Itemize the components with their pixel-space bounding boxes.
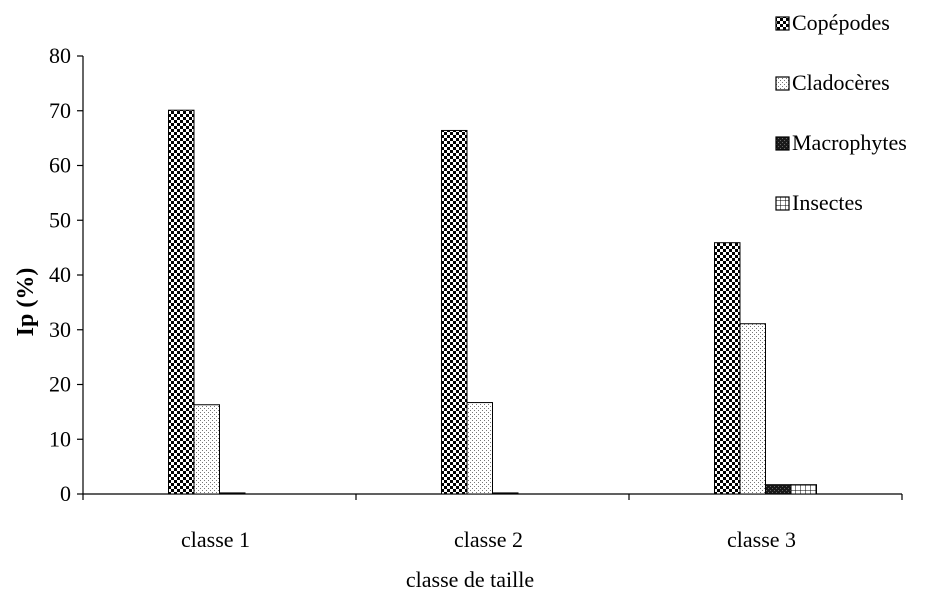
x-tick-label: classe 2 (454, 527, 523, 552)
bar-checker-2 (441, 129, 468, 495)
legend-label: Insectes (792, 190, 863, 215)
bars (168, 109, 817, 495)
bar-checker-1 (168, 109, 195, 495)
bar-dark-2 (492, 492, 519, 495)
legend-label: Copépodes (792, 10, 890, 35)
y-tick-label: 10 (49, 426, 71, 451)
x-tick-label: classe 3 (727, 527, 796, 552)
bar-dots-1 (193, 404, 220, 495)
x-tick-label: classe 1 (181, 527, 250, 552)
axis-labels: 0 10 20 30 40 50 60 70 80 classe 1 classe 2 classe … (49, 43, 796, 552)
legend-swatch (775, 136, 790, 151)
legend-label: Macrophytes (792, 130, 907, 155)
y-axis-title: Ip (%) (13, 268, 39, 337)
y-tick-label: 20 (49, 372, 71, 397)
bar-dark-3 (765, 484, 792, 495)
bar-dots-2 (466, 402, 493, 495)
y-tick-label: 60 (49, 153, 71, 178)
x-axis-title: classe de taille (406, 567, 534, 592)
y-tick-label: 80 (49, 43, 71, 68)
bar-checker-3 (714, 242, 741, 495)
y-tick-label: 40 (49, 262, 71, 287)
legend-label: Cladocères (792, 70, 890, 95)
bar-grid-3 (790, 484, 817, 495)
legend-swatch (775, 16, 790, 31)
legend-swatch (775, 76, 790, 91)
bar-dark-1 (219, 492, 246, 495)
y-tick-label: 70 (49, 98, 71, 123)
y-tick-label: 30 (49, 317, 71, 342)
y-tick-label: 0 (60, 481, 71, 506)
legend-swatch (775, 196, 790, 211)
legend: Copépodes Cladocères Macrophytes Insectes (775, 10, 907, 215)
y-tick-label: 50 (49, 207, 71, 232)
bar-dots-3 (739, 323, 766, 495)
